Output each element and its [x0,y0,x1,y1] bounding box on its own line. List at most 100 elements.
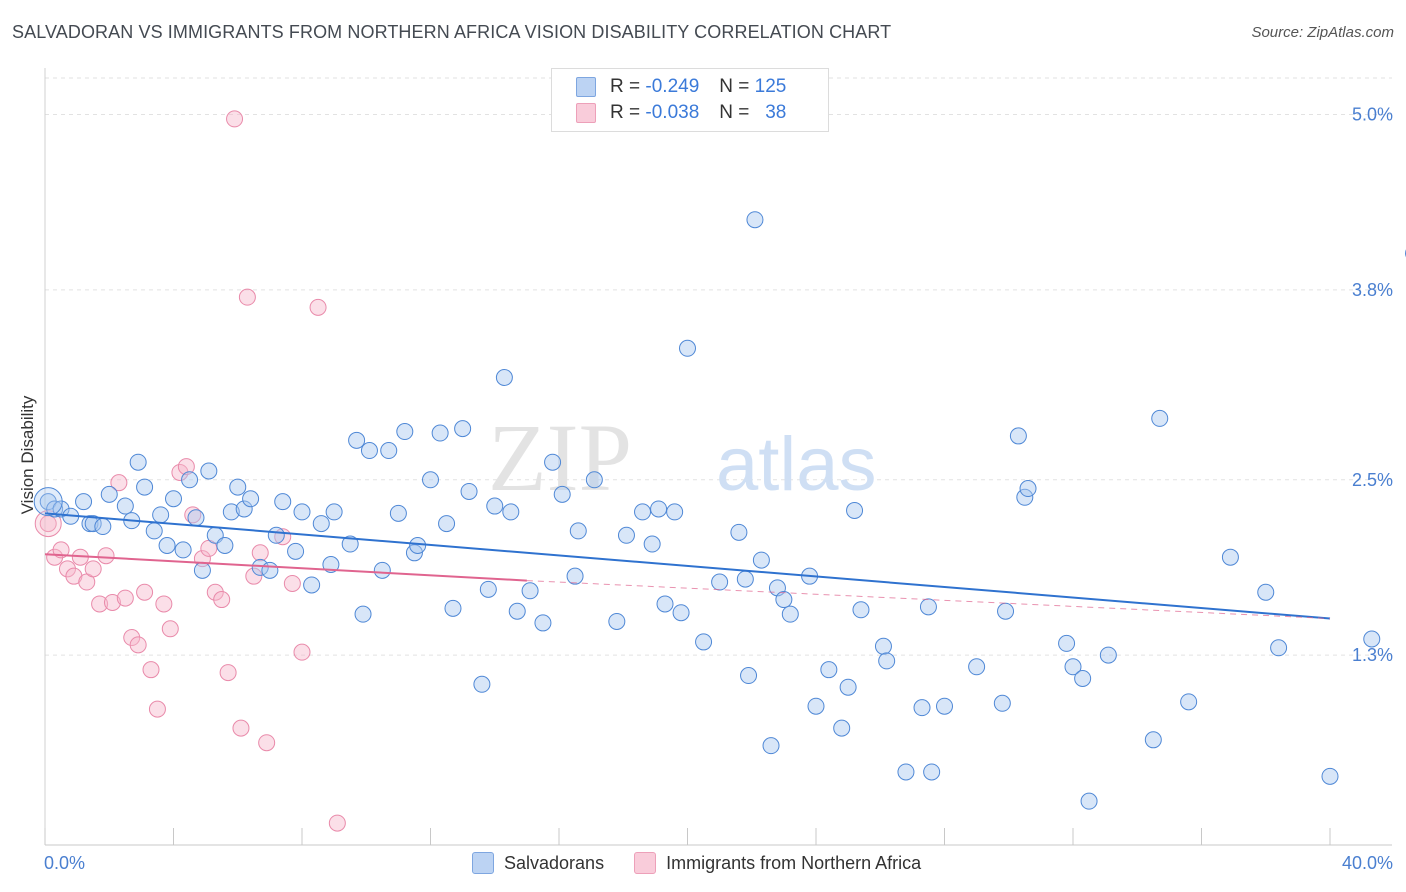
data-point-salvadorans [100,485,118,503]
data-point-northern-africa [219,664,237,682]
data-point-salvadorans [1016,488,1034,506]
series-legend: Salvadorans Immigrants from Northern Afr… [472,852,951,874]
data-point-salvadorans [116,497,134,515]
data-point-salvadorans [94,518,112,536]
data-point-salvadorans [711,573,729,591]
data-point-salvadorans [534,614,552,632]
data-point-salvadorans [672,604,690,622]
data-point-northern-africa [184,506,202,524]
data-point-northern-africa [129,636,147,654]
legend-n-label: N = [719,102,750,123]
data-point-salvadorans [740,667,758,685]
chart-source: Source: ZipAtlas.com [1251,24,1394,41]
trend-line-salvadorans [44,512,1331,620]
watermark-zip: ZIP [488,404,632,511]
series-label-salvadorans: Salvadorans [504,852,605,873]
data-point-northern-africa [232,719,250,737]
data-point-salvadorans [1270,639,1288,657]
data-point-salvadorans [1180,693,1198,711]
data-point-salvadorans [874,637,892,655]
legend-r-label: R = [610,102,641,123]
data-point-salvadorans [325,503,343,521]
data-point-salvadorans [235,500,253,518]
data-point-northern-africa [58,560,76,578]
data-point-salvadorans [396,423,414,441]
data-point-salvadorans [200,462,218,480]
data-point-salvadorans [730,523,748,541]
data-point-northern-africa [84,560,102,578]
data-point-northern-africa [171,463,189,481]
data-point-salvadorans [479,580,497,598]
legend-r-value: -0.249 [645,76,700,97]
data-point-salvadorans [216,537,234,555]
data-point-salvadorans [1144,731,1162,749]
data-point-salvadorans [348,431,366,449]
data-point-salvadorans [643,535,661,553]
axes [44,68,1392,846]
data-point-salvadorans [608,612,626,630]
data-point-salvadorans [1099,646,1117,664]
data-point-salvadorans [852,601,870,619]
data-point-salvadorans [274,493,292,511]
data-point-salvadorans [341,535,359,553]
data-point-salvadorans-large [33,487,63,517]
data-point-northern-africa [142,661,160,679]
legend-row-salvadorans: R = -0.249 N = 125 [576,75,786,99]
data-point-salvadorans [373,561,391,579]
data-point-salvadorans [820,661,838,679]
data-point-salvadorans [617,526,635,544]
y-tick-label: 5.0% [1352,105,1393,125]
data-point-salvadorans [145,522,163,540]
data-point-salvadorans [287,542,305,560]
data-point-northern-africa [110,474,128,492]
data-point-salvadorans [129,453,147,471]
data-point-salvadorans [84,515,102,533]
data-point-salvadorans [293,503,311,521]
data-point-salvadorans [936,697,953,715]
data-point-salvadorans [585,471,603,489]
data-point-northern-africa [52,541,70,559]
data-point-northern-africa [238,288,256,306]
data-point-salvadorans [431,424,449,442]
data-point-northern-africa [328,814,346,832]
data-point-northern-africa [245,567,263,585]
series-legend-salvadorans: Salvadorans [472,852,604,874]
data-point-salvadorans [1064,658,1082,676]
data-point-salvadorans [354,605,372,623]
data-point-salvadorans [174,541,192,559]
data-point-northern-africa [97,547,115,565]
data-point-salvadorans [39,493,57,511]
data-point-salvadorans [897,763,915,781]
data-point-northern-africa [161,620,179,638]
data-point-salvadorans [1058,634,1076,652]
legend-r-label: R = [610,76,641,97]
data-point-salvadorans [152,506,170,524]
legend-row-northern-africa: R = -0.038 N = 38 [576,101,786,125]
data-point-salvadorans [762,737,780,755]
data-point-salvadorans [136,478,154,496]
data-point-salvadorans [438,515,456,533]
data-point-northern-africa [46,548,64,566]
data-point-salvadorans [75,493,93,511]
data-point-salvadorans [553,485,571,503]
data-point-salvadorans [679,339,696,357]
data-point-northern-africa [103,593,121,611]
data-point-northern-africa [258,734,276,752]
data-point-salvadorans [968,658,986,676]
data-point-salvadorans [444,599,462,617]
watermark-atlas: atlas [716,422,877,507]
data-point-salvadorans [303,576,321,594]
data-point-salvadorans [267,526,285,544]
y-tick-label: 3.8% [1352,280,1393,300]
series-label-northern-africa: Immigrants from Northern Africa [666,852,922,873]
data-point-northern-africa [206,583,224,601]
legend-swatch-pink [576,103,596,123]
data-point-salvadorans [1321,767,1339,785]
tick-labels: 1.3% 2.5% 3.8% 5.0% 0.0% 40.0% [44,105,1393,873]
data-point-salvadorans [187,509,205,527]
data-point-salvadorans [1257,583,1275,601]
data-point-salvadorans [193,561,211,579]
data-point-salvadorans [322,555,340,573]
data-point-salvadorans [521,582,539,600]
